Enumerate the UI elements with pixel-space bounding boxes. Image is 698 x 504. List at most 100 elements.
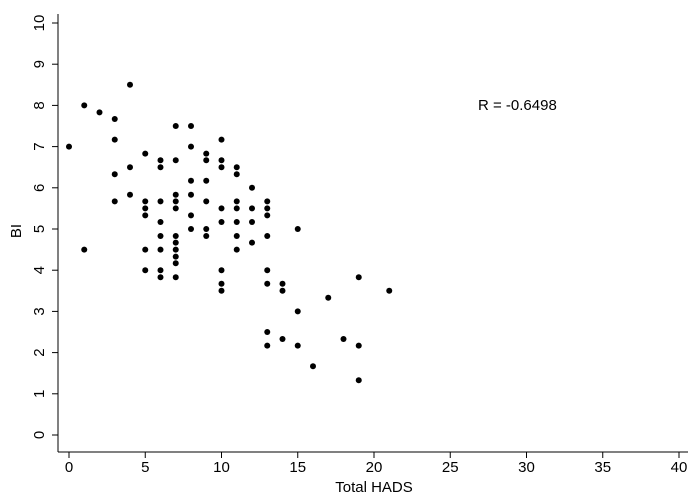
point [157, 233, 164, 240]
point [279, 336, 286, 343]
point [279, 280, 286, 287]
point [218, 267, 225, 274]
point [249, 184, 255, 191]
point [249, 218, 255, 225]
point [203, 157, 210, 164]
point [386, 287, 393, 294]
point [325, 294, 332, 301]
point [294, 226, 301, 232]
y-axis-label: BI [8, 224, 25, 238]
x-tick-label: 35 [594, 459, 611, 476]
point [172, 246, 179, 253]
point [218, 157, 225, 164]
point [188, 123, 194, 129]
point [142, 198, 149, 205]
point [188, 191, 194, 198]
point [355, 342, 362, 349]
point [355, 377, 362, 384]
annotation: R = -0.6498 [478, 97, 557, 114]
point [203, 198, 210, 205]
x-tick-label: 30 [518, 459, 535, 476]
x-tick-label: 15 [289, 459, 306, 476]
point [218, 205, 225, 212]
x-tick-label: 25 [442, 459, 459, 476]
point [218, 218, 225, 225]
point [218, 280, 225, 287]
y-tick-label: 8 [31, 101, 48, 109]
point [218, 136, 225, 143]
point [157, 218, 164, 225]
point [127, 191, 133, 198]
y-tick-label: 0 [31, 431, 48, 439]
point [111, 171, 118, 178]
point [142, 267, 149, 274]
x-tick-label: 40 [671, 459, 688, 476]
point [218, 164, 225, 171]
point [233, 164, 240, 171]
point [264, 205, 271, 212]
y-tick-label: 7 [31, 142, 48, 150]
point [310, 363, 316, 370]
point [294, 308, 301, 315]
point [111, 115, 118, 122]
x-tick-label: 0 [65, 459, 73, 476]
point [249, 205, 255, 212]
point [66, 143, 72, 150]
point [111, 136, 118, 143]
point [264, 267, 271, 274]
y-tick-label: 2 [31, 348, 48, 356]
point [355, 274, 362, 281]
point [233, 246, 240, 253]
point [157, 157, 164, 164]
y-tick-label: 6 [31, 184, 48, 192]
point [127, 164, 133, 171]
point [264, 342, 271, 349]
point [203, 226, 210, 232]
point [188, 226, 194, 232]
x-tick-label: 5 [141, 459, 149, 476]
point [172, 123, 179, 129]
point [111, 198, 118, 205]
point [340, 336, 347, 343]
point [157, 246, 164, 253]
y-tick-label: 9 [31, 60, 48, 68]
point [218, 287, 225, 294]
point [172, 157, 179, 164]
point [81, 246, 88, 253]
point [233, 233, 240, 240]
point [172, 253, 179, 260]
point [157, 198, 164, 205]
point [264, 329, 271, 335]
y-tick-label: 4 [31, 266, 48, 274]
point [142, 150, 149, 157]
x-tick-label: 10 [213, 459, 230, 476]
point [249, 239, 255, 246]
point [233, 205, 240, 212]
point [142, 246, 149, 253]
y-tick-label: 3 [31, 307, 48, 315]
point [233, 171, 240, 178]
x-tick-label: 20 [366, 459, 383, 476]
point [157, 274, 164, 281]
point [203, 150, 210, 157]
point [264, 280, 271, 287]
point [172, 191, 179, 198]
point [264, 212, 271, 219]
point [203, 233, 210, 240]
point [172, 198, 179, 205]
point [233, 218, 240, 225]
point [157, 164, 164, 171]
point [294, 342, 301, 349]
point [172, 260, 179, 267]
point [96, 109, 103, 116]
y-tick-label: 5 [31, 225, 48, 233]
y-tick-label: 1 [31, 390, 48, 398]
point [264, 198, 271, 205]
point [172, 274, 179, 281]
point [127, 81, 133, 88]
point [233, 198, 240, 205]
point [172, 205, 179, 212]
x-axis-label: Total HADS [335, 479, 413, 496]
